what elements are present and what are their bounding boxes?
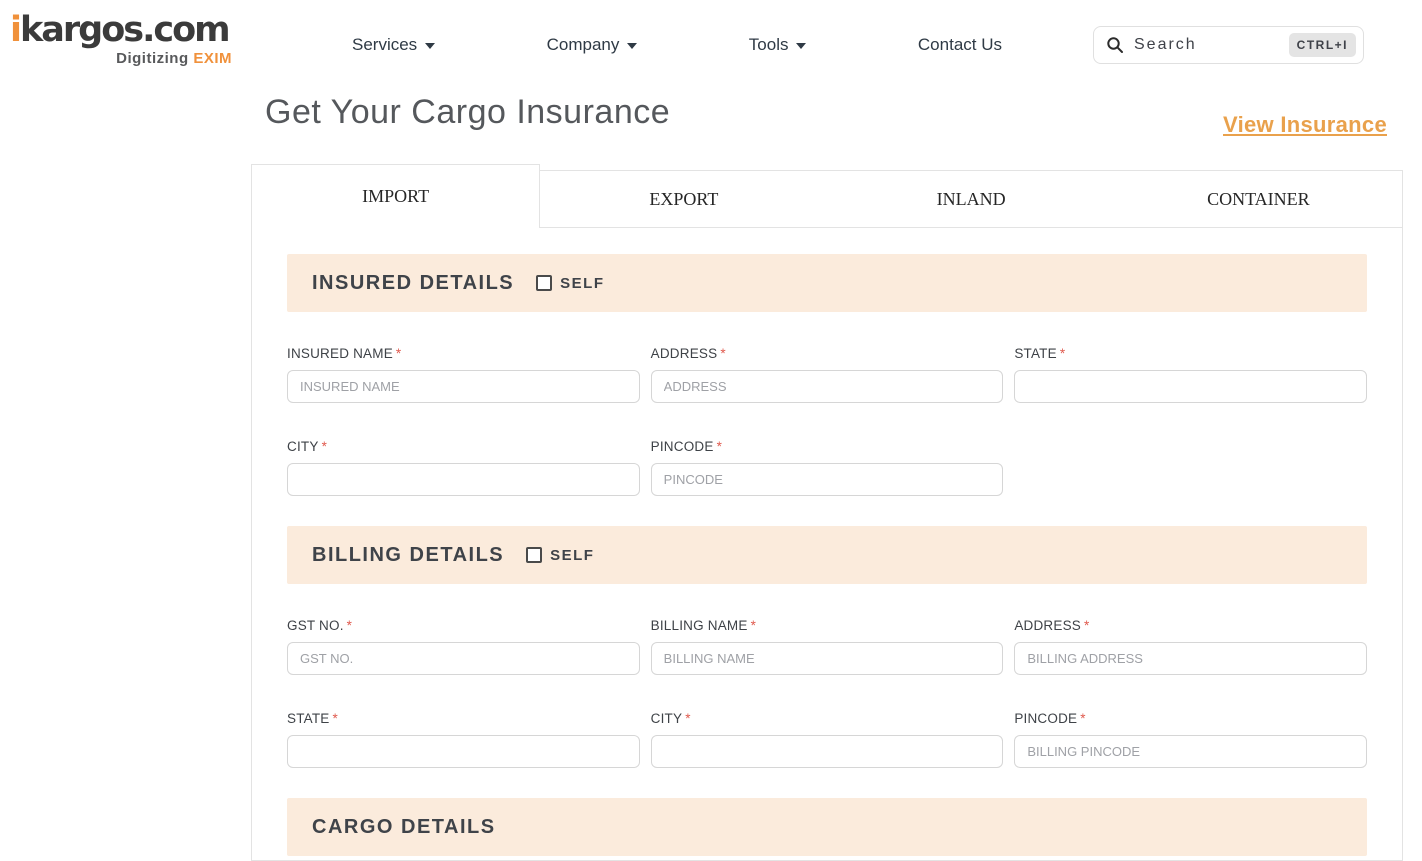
billing-gst-no-label: GST NO. * bbox=[287, 618, 353, 633]
header: ikargos.com Digitizing EXIM Services Comp… bbox=[0, 0, 1422, 90]
required-asterisk: * bbox=[346, 618, 353, 633]
cargo-details-header: CARGO DETAILS bbox=[287, 798, 1367, 856]
insured-self-checkbox[interactable] bbox=[536, 275, 553, 291]
required-asterisk: * bbox=[1084, 618, 1090, 633]
insured-address-field: ADDRESS * bbox=[650, 346, 1004, 403]
billing-address-input[interactable] bbox=[1014, 642, 1367, 675]
billing-state-field: STATE * bbox=[287, 711, 640, 768]
view-insurance-link[interactable]: View Insurance bbox=[1223, 112, 1387, 137]
required-asterisk: * bbox=[685, 711, 691, 726]
tab-bar: IMPORT EXPORT INLAND CONTAINER bbox=[251, 164, 1402, 228]
nav-item-label: Company bbox=[546, 35, 620, 54]
insured-pincode-input[interactable] bbox=[650, 463, 1004, 496]
billing-self-toggle[interactable]: SELF bbox=[526, 547, 594, 564]
insured-state-field: STATE * bbox=[1014, 346, 1367, 403]
insured-details-section: INSURED DETAILS SELF INSURED NAME* ADDRES… bbox=[287, 254, 1367, 496]
billing-state-label: STATE * bbox=[287, 711, 338, 726]
required-asterisk: * bbox=[395, 346, 402, 361]
billing-city-field: CITY * bbox=[650, 711, 1004, 768]
cargo-details-title: CARGO DETAILS bbox=[312, 815, 496, 838]
insured-address-input[interactable] bbox=[650, 370, 1004, 403]
billing-details-title: BILLING DETAILS bbox=[312, 543, 505, 566]
billing-state-input[interactable] bbox=[287, 735, 640, 768]
insured-state-input[interactable] bbox=[1014, 370, 1367, 403]
required-asterisk: * bbox=[716, 439, 723, 454]
billing-details-section: BILLING DETAILS SELF GST NO.* BILLING NAM… bbox=[287, 526, 1367, 768]
required-asterisk: * bbox=[321, 439, 328, 454]
billing-city-label: CITY * bbox=[650, 711, 691, 726]
billing-self-checkbox[interactable] bbox=[526, 547, 543, 563]
insurance-form-card: IMPORT EXPORT INLAND CONTAINER INSURED DETA… bbox=[251, 164, 1403, 861]
chevron-down-icon bbox=[796, 43, 807, 49]
required-asterisk: * bbox=[1080, 711, 1086, 726]
search-shortcut-badge: CTRL+I bbox=[1288, 33, 1356, 57]
card-body: INSURED DETAILS SELF INSURED NAME* ADDRES… bbox=[252, 228, 1402, 856]
insured-insured-name-input[interactable] bbox=[287, 370, 640, 403]
billing-city-input[interactable] bbox=[650, 735, 1004, 768]
billing-pincode-input[interactable] bbox=[1014, 735, 1367, 768]
billing-pincode-field: PINCODE * bbox=[1014, 711, 1367, 768]
chevron-down-icon bbox=[627, 43, 638, 49]
insured-city-label: CITY * bbox=[287, 439, 328, 454]
required-asterisk: * bbox=[1059, 346, 1066, 361]
billing-billing-name-input[interactable] bbox=[650, 642, 1004, 675]
nav-item-company[interactable]: Company bbox=[547, 35, 638, 55]
logo-rest: argos.com bbox=[41, 10, 230, 50]
main-nav: Services Company Tools Contact Us bbox=[352, 0, 1002, 90]
page-title: Get Your Cargo Insurance bbox=[265, 93, 671, 131]
nav-item-contact-us[interactable]: Contact Us bbox=[918, 35, 1002, 55]
insured-details-header: INSURED DETAILS SELF bbox=[287, 254, 1367, 312]
billing-details-header: BILLING DETAILS SELF bbox=[287, 526, 1367, 584]
insured-self-toggle[interactable]: SELF bbox=[536, 275, 604, 292]
chevron-down-icon bbox=[425, 43, 436, 49]
tab-inland[interactable]: INLAND bbox=[827, 171, 1115, 228]
nav-item-services[interactable]: Services bbox=[352, 35, 436, 55]
insured-pincode-label: PINCODE * bbox=[650, 439, 723, 454]
insured-self-label: SELF bbox=[560, 274, 605, 292]
billing-address-label: ADDRESS * bbox=[1014, 618, 1090, 633]
billing-self-label: SELF bbox=[550, 546, 595, 564]
nav-item-label: Services bbox=[352, 35, 418, 54]
insured-address-label: ADDRESS * bbox=[650, 346, 726, 361]
insured-details-title: INSURED DETAILS bbox=[312, 271, 515, 294]
search-input[interactable] bbox=[1134, 36, 1289, 54]
search-icon bbox=[1107, 37, 1123, 53]
insured-insured-name-field: INSURED NAME * bbox=[287, 346, 640, 403]
billing-gst-no-input[interactable] bbox=[287, 642, 640, 675]
tab-import[interactable]: IMPORT bbox=[251, 164, 541, 228]
cargo-details-section: CARGO DETAILS bbox=[287, 798, 1367, 856]
insured-city-input[interactable] bbox=[287, 463, 640, 496]
billing-address-field: ADDRESS * bbox=[1014, 618, 1367, 675]
nav-item-tools[interactable]: Tools bbox=[749, 35, 807, 55]
insured-city-field: CITY * bbox=[287, 439, 640, 496]
required-asterisk: * bbox=[720, 346, 726, 361]
billing-billing-name-field: BILLING NAME * bbox=[650, 618, 1004, 675]
billing-billing-name-label: BILLING NAME * bbox=[650, 618, 757, 633]
insured-field-grid: INSURED NAME* ADDRESS* STATE* CITY* PINCODE* bbox=[287, 346, 1367, 496]
billing-field-grid: GST NO.* BILLING NAME* ADDRESS* STATE* CITY*… bbox=[287, 618, 1367, 768]
insured-insured-name-label: INSURED NAME * bbox=[287, 346, 402, 361]
logo-i: i bbox=[10, 10, 22, 50]
tagline-text: Digitizing bbox=[116, 49, 189, 67]
insured-pincode-field: PINCODE * bbox=[650, 439, 1004, 496]
required-asterisk: * bbox=[332, 711, 338, 726]
billing-pincode-label: PINCODE * bbox=[1014, 711, 1086, 726]
required-asterisk: * bbox=[750, 618, 757, 633]
search-box[interactable]: CTRL+I bbox=[1093, 26, 1364, 64]
logo-tagline: Digitizing EXIM bbox=[10, 50, 232, 67]
tagline-accent: EXIM bbox=[193, 49, 232, 67]
nav-item-label: Tools bbox=[748, 35, 789, 54]
nav-item-label: Contact Us bbox=[917, 35, 1002, 54]
logo[interactable]: ikargos.com Digitizing EXIM bbox=[10, 12, 232, 67]
tab-container[interactable]: CONTAINER bbox=[1114, 171, 1402, 228]
logo-k: k bbox=[20, 10, 43, 50]
logo-wordmark: ikargos.com bbox=[10, 12, 232, 49]
tab-export[interactable]: EXPORT bbox=[540, 171, 828, 228]
billing-gst-no-field: GST NO. * bbox=[287, 618, 640, 675]
insured-state-label: STATE * bbox=[1014, 346, 1066, 361]
